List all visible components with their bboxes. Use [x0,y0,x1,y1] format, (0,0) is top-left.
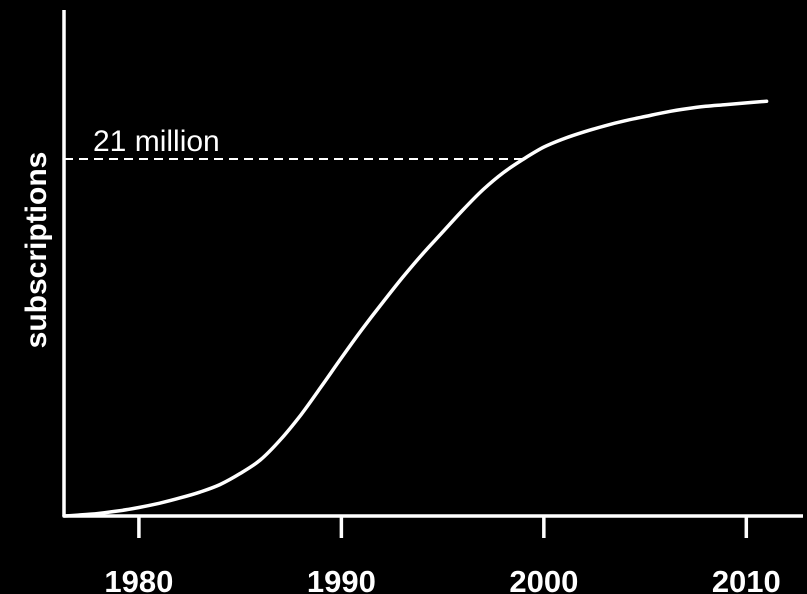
x-tick-label-1980: 1980 [104,564,173,594]
reference-group: 21 million [64,125,524,160]
y-axis-label: subscriptions [20,152,53,349]
x-tick-label-2010: 2010 [712,564,781,594]
x-ticks: 1980 1990 2000 2010 [104,516,781,594]
subscriptions-curve [62,99,769,518]
x-tick-label-1990: 1990 [307,564,376,594]
reference-label: 21 million [93,125,220,158]
x-tick-label-2000: 2000 [509,564,578,594]
